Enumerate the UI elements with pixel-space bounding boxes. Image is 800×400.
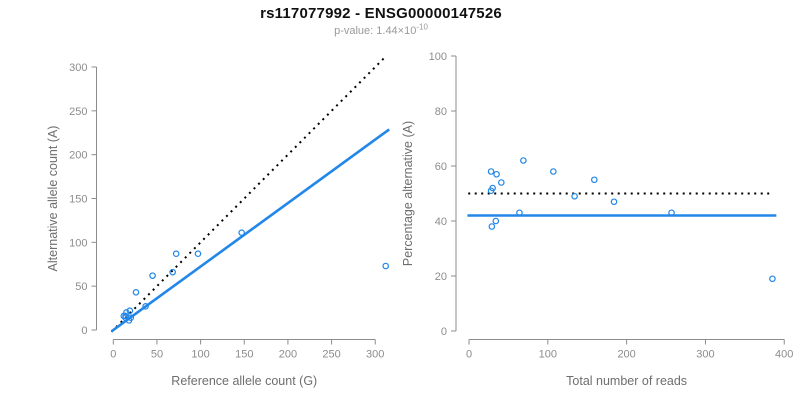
data-point — [127, 314, 135, 322]
data-point — [238, 229, 245, 236]
data-point — [550, 168, 557, 175]
data-point — [194, 250, 202, 258]
y-tick-label: 150 — [69, 193, 87, 205]
data-point — [591, 176, 598, 184]
y-tick-label: 0 — [81, 325, 87, 337]
data-point — [132, 289, 140, 296]
x-tick-label: 200 — [279, 349, 297, 361]
data-point — [487, 168, 495, 175]
x-axis-label: Reference allele count (G) — [171, 374, 317, 388]
fit-line — [110, 128, 390, 333]
x-tick-label: 300 — [696, 349, 714, 361]
data-point — [488, 223, 496, 230]
p-value-base: p-value: 1.44×10 — [334, 25, 417, 37]
x-tick-label: 0 — [110, 349, 116, 361]
data-point — [498, 179, 505, 186]
data-point — [126, 307, 134, 315]
x-tick-label: 0 — [466, 349, 472, 361]
p-value-exponent: -10 — [416, 22, 428, 32]
data-point — [492, 217, 500, 225]
x-tick-label: 150 — [235, 349, 253, 361]
p-value-subtitle: p-value: 1.44×10-10 — [0, 22, 762, 37]
x-axis-label: Total number of reads — [566, 374, 687, 388]
page-title: rs117077992 - ENSG00000147526 — [260, 5, 502, 22]
x-tick-label: 100 — [539, 349, 557, 361]
y-tick-label: 20 — [435, 271, 447, 283]
y-tick-label: 250 — [69, 106, 87, 118]
data-point — [172, 250, 180, 258]
y-tick-label: 0 — [441, 326, 447, 338]
data-point — [610, 198, 618, 206]
data-point — [169, 268, 176, 276]
data-point — [668, 209, 675, 217]
y-tick-label: 300 — [69, 62, 87, 74]
data-point — [769, 275, 776, 283]
data-point — [493, 170, 500, 178]
data-point — [489, 184, 496, 192]
y-tick-label: 100 — [69, 237, 87, 249]
y-tick-label: 200 — [69, 150, 87, 162]
x-tick-label: 400 — [775, 349, 793, 361]
x-tick-label: 300 — [366, 349, 384, 361]
y-axis-label: Percentage alternative (A) — [401, 121, 415, 266]
y-tick-label: 40 — [435, 216, 447, 228]
y-tick-label: 60 — [435, 161, 447, 173]
y-axis-label: Alternative allele count (A) — [46, 126, 60, 272]
data-point — [520, 157, 527, 164]
x-tick-label: 100 — [191, 349, 209, 361]
data-point — [149, 272, 156, 279]
identity-line — [110, 54, 388, 333]
data-point — [142, 303, 149, 310]
x-tick-label: 200 — [617, 349, 635, 361]
x-tick-label: 50 — [151, 349, 163, 361]
data-point — [571, 192, 578, 200]
y-tick-label: 80 — [435, 106, 447, 118]
data-point — [123, 309, 130, 316]
data-point — [382, 262, 390, 270]
y-tick-label: 50 — [75, 281, 87, 293]
y-tick-label: 100 — [429, 51, 447, 63]
x-tick-label: 250 — [322, 349, 340, 361]
data-point — [516, 209, 523, 217]
